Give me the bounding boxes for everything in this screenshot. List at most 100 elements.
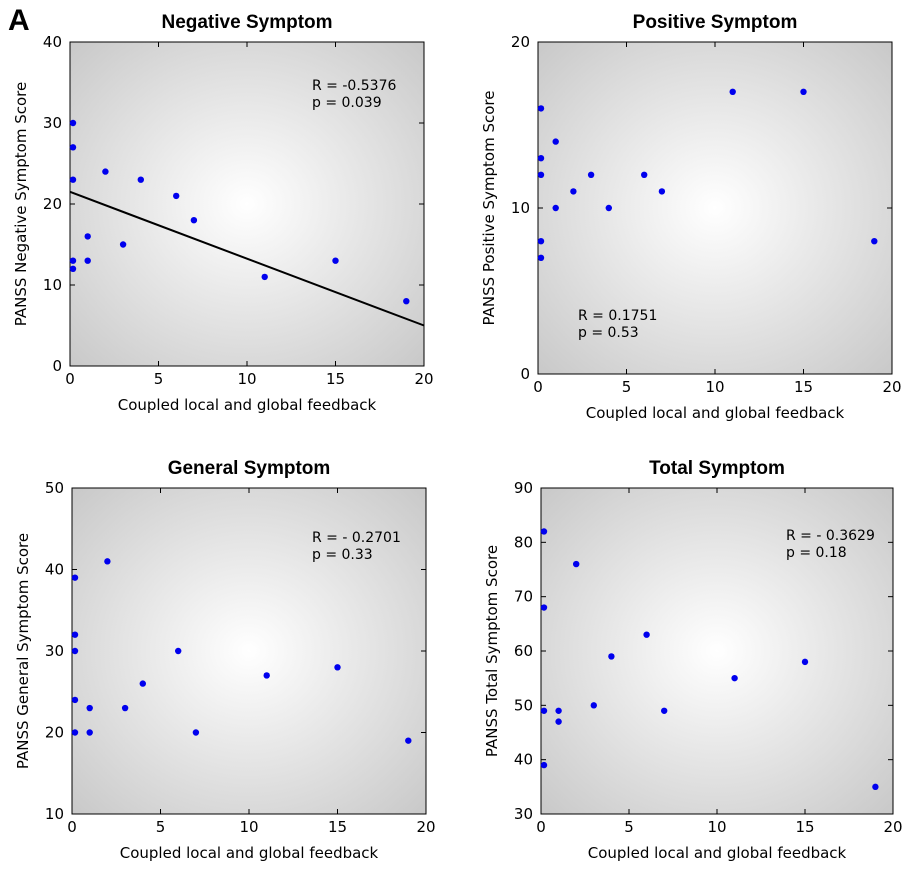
data-point <box>263 672 270 679</box>
y-axis-label: PANSS Negative Symptom Score <box>12 82 30 326</box>
p-value-label: p = 0.53 <box>578 325 639 341</box>
x-tick-label: 5 <box>156 818 166 836</box>
data-point <box>84 257 91 264</box>
data-point <box>119 241 127 248</box>
panel-letter: A <box>8 4 30 37</box>
y-tick-label: 10 <box>43 276 62 294</box>
data-point <box>137 176 144 183</box>
data-point <box>658 188 666 195</box>
data-point <box>69 176 77 183</box>
plot-area <box>540 487 894 815</box>
y-tick-label: 40 <box>45 561 64 579</box>
chart-panel-4: Total Symptom 0 5 10 15 20 30 40 50 60 70 80 90 Coupl… <box>483 458 903 862</box>
data-point <box>69 257 77 264</box>
data-point <box>731 674 738 682</box>
data-point <box>139 680 146 687</box>
data-point <box>872 783 879 791</box>
x-tick-label: 20 <box>882 378 901 396</box>
x-tick-label: 0 <box>67 818 77 836</box>
x-tick-label: 10 <box>237 370 256 388</box>
data-point <box>86 704 93 712</box>
correlation-r-label: R = - 0.2701 <box>312 530 401 546</box>
y-tick-label: 10 <box>45 805 64 823</box>
y-axis-label: PANSS Total Symptom Score <box>483 545 501 757</box>
x-axis-label: Coupled local and global feedback <box>118 396 377 414</box>
data-point <box>121 704 129 712</box>
data-point <box>405 737 412 744</box>
data-point <box>86 729 93 736</box>
data-point <box>552 204 559 212</box>
data-point <box>190 217 198 224</box>
data-point <box>540 604 548 611</box>
y-tick-label: 20 <box>43 195 62 213</box>
data-point <box>661 707 668 714</box>
x-tick-label: 10 <box>239 818 258 836</box>
data-point <box>573 560 580 568</box>
data-point <box>537 105 545 112</box>
correlation-r-label: R = - 0.3629 <box>786 528 875 544</box>
x-tick-label: 5 <box>154 370 164 388</box>
data-point <box>729 88 736 96</box>
p-value-label: p = 0.33 <box>312 547 373 563</box>
y-tick-label: 10 <box>511 199 530 217</box>
x-tick-label: 20 <box>414 370 433 388</box>
data-point <box>84 233 91 240</box>
y-tick-label: 20 <box>511 33 530 51</box>
data-point <box>590 702 597 709</box>
x-tick-label: 15 <box>328 818 347 836</box>
data-point <box>537 171 545 178</box>
data-point <box>69 119 77 127</box>
y-tick-label: 30 <box>43 114 62 132</box>
x-tick-label: 20 <box>883 818 902 836</box>
y-tick-label: 50 <box>514 696 533 714</box>
y-tick-label: 0 <box>52 357 62 375</box>
data-point <box>71 647 79 655</box>
data-point <box>102 168 109 175</box>
x-axis-label: Coupled local and global feedback <box>586 404 845 422</box>
x-tick-label: 5 <box>622 378 632 396</box>
data-point <box>175 647 182 655</box>
correlation-r-label: R = 0.1751 <box>578 308 657 324</box>
data-point <box>71 729 79 736</box>
y-tick-label: 80 <box>514 533 533 551</box>
data-point <box>537 254 545 261</box>
plot-area <box>69 41 425 367</box>
data-point <box>192 729 200 736</box>
plot-area <box>537 41 893 375</box>
data-point <box>332 257 339 264</box>
data-point <box>641 171 648 178</box>
data-point <box>801 658 809 666</box>
data-point <box>403 298 410 305</box>
x-tick-label: 5 <box>624 818 634 836</box>
x-axis-label: Coupled local and global feedback <box>588 844 847 862</box>
data-point <box>540 707 548 714</box>
chart-panel-2: Positive Symptom 0 5 10 15 20 0 10 20 Coupled loc… <box>480 12 902 422</box>
y-tick-label: 60 <box>514 642 533 660</box>
x-tick-label: 20 <box>416 818 435 836</box>
y-tick-label: 70 <box>514 588 533 606</box>
y-tick-label: 90 <box>514 479 533 497</box>
y-axis-label: PANSS General Symptom Score <box>14 533 32 769</box>
data-point <box>69 144 77 151</box>
x-tick-label: 10 <box>707 818 726 836</box>
data-point <box>608 653 615 660</box>
data-point <box>552 138 559 145</box>
x-tick-label: 15 <box>795 818 814 836</box>
p-value-label: p = 0.18 <box>786 545 847 561</box>
data-point <box>71 631 79 638</box>
chart-title: General Symptom <box>168 458 331 479</box>
y-tick-label: 30 <box>514 805 533 823</box>
data-point <box>540 528 548 535</box>
data-point <box>540 761 548 769</box>
y-axis-label: PANSS Positive Symptom Score <box>480 91 498 326</box>
chart-panel-3: General Symptom 0 5 10 15 20 10 20 30 40 50 Coupled… <box>14 458 436 862</box>
y-tick-label: 40 <box>514 751 533 769</box>
data-point <box>173 192 180 200</box>
x-axis-label: Coupled local and global feedback <box>120 844 379 862</box>
chart-title: Positive Symptom <box>633 12 798 33</box>
chart-title: Negative Symptom <box>161 12 332 33</box>
chart-title: Total Symptom <box>649 458 785 479</box>
chart-panel-1: Negative Symptom 0 5 10 15 20 0 10 20 30 40 Coupled… <box>12 12 434 414</box>
